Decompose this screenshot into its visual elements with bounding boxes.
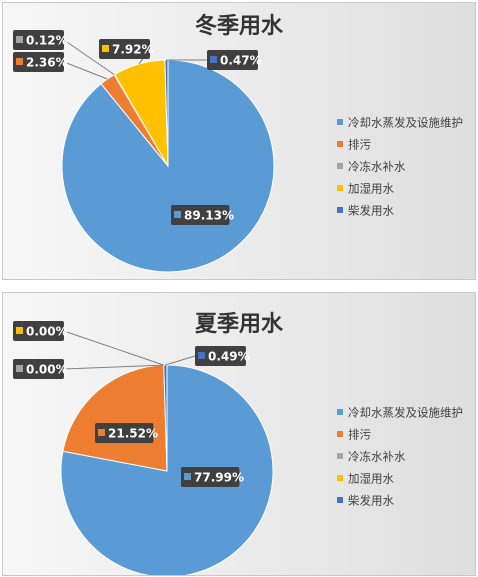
summer-data-label-key-1 bbox=[98, 429, 105, 436]
winter-data-label-2: 0.12% bbox=[13, 30, 68, 50]
summer-leader-line-2 bbox=[63, 364, 164, 370]
summer-data-label-key-2 bbox=[16, 365, 23, 372]
winter-legend-label-2: 冷冻水补水 bbox=[348, 160, 406, 174]
summer-chart-title: 夏季用水 bbox=[195, 312, 284, 337]
summer-legend-item-4: 柴发用水 bbox=[337, 494, 394, 508]
summer-slice-0 bbox=[60, 364, 274, 575]
summer-leader-lines bbox=[63, 330, 196, 370]
winter-legend-swatch-4 bbox=[337, 207, 343, 213]
winter-data-label-text-2: 0.12% bbox=[26, 34, 68, 48]
winter-data-label-box-2 bbox=[13, 30, 64, 50]
summer-legend-swatch-1 bbox=[337, 431, 343, 437]
summer-slice-1 bbox=[62, 364, 168, 472]
winter-leader-line-1 bbox=[63, 61, 108, 80]
summer-data-label-0: 77.99% bbox=[181, 467, 244, 487]
summer-data-label-text-1: 21.52% bbox=[108, 427, 158, 441]
winter-legend-item-0: 冷却水蒸发及设施维护 bbox=[337, 116, 463, 130]
winter-legend-item-3: 加湿用水 bbox=[337, 182, 394, 196]
winter-data-label-key-0 bbox=[174, 211, 181, 218]
winter-data-label-text-4: 0.47% bbox=[220, 54, 262, 68]
summer-data-label-text-3: 0.00% bbox=[26, 325, 68, 339]
winter-data-label-box-3 bbox=[99, 39, 150, 59]
summer-data-label-key-4 bbox=[198, 352, 205, 359]
winter-data-label-text-1: 2.36% bbox=[26, 56, 68, 70]
summer-data-label-4: 0.49% bbox=[195, 346, 250, 366]
summer-chart-panel: 夏季用水 77.99% 21.52% 0.00% 0.00% 0.49% 冷却水蒸发及设… bbox=[2, 292, 476, 576]
winter-data-label-1: 2.36% bbox=[13, 52, 68, 72]
summer-data-label-text-0: 77.99% bbox=[194, 471, 244, 485]
winter-data-label-key-4 bbox=[210, 56, 217, 63]
summer-data-label-1: 21.52% bbox=[95, 423, 158, 443]
summer-leader-line-4 bbox=[165, 355, 196, 366]
winter-data-label-text-0: 89.13% bbox=[184, 209, 234, 223]
winter-data-label-3: 7.92% bbox=[99, 39, 154, 59]
summer-data-label-key-0 bbox=[184, 473, 191, 480]
summer-data-label-3: 0.00% bbox=[13, 321, 68, 341]
winter-data-labels: 89.13% 2.36% 0.12% 7.92% 0.47% bbox=[13, 30, 262, 225]
winter-legend-label-4: 柴发用水 bbox=[348, 204, 394, 218]
summer-legend-swatch-4 bbox=[337, 497, 343, 503]
winter-legend-label-3: 加湿用水 bbox=[348, 182, 394, 196]
winter-chart-panel: 冬季用水 89.13% 2.36% 0.12% 7.92% 0.47% 冷却水蒸发及设施… bbox=[2, 2, 476, 280]
winter-slices bbox=[61, 59, 275, 273]
summer-legend-label-4: 柴发用水 bbox=[348, 494, 394, 508]
summer-data-label-text-4: 0.49% bbox=[208, 350, 250, 364]
winter-data-label-box-4 bbox=[207, 50, 258, 70]
summer-pie-chart: 夏季用水 77.99% 21.52% 0.00% 0.00% 0.49% 冷却水蒸发及设… bbox=[13, 312, 463, 575]
winter-data-label-box-1 bbox=[13, 52, 64, 72]
summer-legend-label-0: 冷却水蒸发及设施维护 bbox=[348, 406, 463, 420]
summer-legend-label-3: 加湿用水 bbox=[348, 472, 394, 486]
winter-legend-swatch-2 bbox=[337, 163, 343, 169]
winter-data-label-key-1 bbox=[16, 58, 23, 65]
winter-legend-item-4: 柴发用水 bbox=[337, 204, 394, 218]
winter-legend-label-0: 冷却水蒸发及设施维护 bbox=[348, 116, 463, 130]
summer-data-label-box-0 bbox=[181, 467, 240, 487]
winter-data-label-key-3 bbox=[102, 45, 109, 52]
winter-data-label-box-0 bbox=[171, 205, 230, 225]
winter-data-label-4: 0.47% bbox=[207, 50, 262, 70]
summer-leader-line-3 bbox=[63, 330, 164, 366]
summer-data-label-box-1 bbox=[95, 423, 154, 443]
winter-pie-chart: 冬季用水 89.13% 2.36% 0.12% 7.92% 0.47% 冷却水蒸发及设施… bbox=[13, 13, 463, 273]
summer-legend-item-3: 加湿用水 bbox=[337, 472, 394, 486]
summer-legend-swatch-2 bbox=[337, 453, 343, 459]
summer-data-label-box-2 bbox=[13, 359, 64, 379]
summer-legend-item-1: 排污 bbox=[337, 428, 371, 442]
summer-data-label-text-2: 0.00% bbox=[26, 363, 68, 377]
winter-legend-swatch-1 bbox=[337, 141, 343, 147]
summer-slices bbox=[60, 364, 274, 575]
summer-data-label-box-3 bbox=[13, 321, 64, 341]
summer-legend-swatch-3 bbox=[337, 475, 343, 481]
winter-data-label-0: 89.13% bbox=[171, 205, 234, 225]
summer-legend-swatch-0 bbox=[337, 409, 343, 415]
summer-legend-item-2: 冷冻水补水 bbox=[337, 450, 406, 464]
winter-chart-title: 冬季用水 bbox=[195, 13, 284, 39]
summer-data-label-2: 0.00% bbox=[13, 359, 68, 379]
summer-data-labels: 77.99% 21.52% 0.00% 0.00% 0.49% bbox=[13, 321, 250, 487]
summer-legend-label-2: 冷冻水补水 bbox=[348, 450, 406, 464]
winter-leader-line-2 bbox=[63, 39, 115, 76]
summer-data-label-box-4 bbox=[195, 346, 246, 366]
winter-legend-label-1: 排污 bbox=[348, 138, 371, 152]
winter-data-label-text-3: 7.92% bbox=[112, 43, 154, 57]
winter-legend-swatch-0 bbox=[337, 119, 343, 125]
winter-data-label-key-2 bbox=[16, 36, 23, 43]
winter-legend-item-1: 排污 bbox=[337, 138, 371, 152]
summer-data-label-key-3 bbox=[16, 327, 23, 334]
winter-legend-item-2: 冷冻水补水 bbox=[337, 160, 406, 174]
summer-legend-label-1: 排污 bbox=[348, 428, 371, 442]
winter-legend-swatch-3 bbox=[337, 185, 343, 191]
summer-legend-item-0: 冷却水蒸发及设施维护 bbox=[337, 406, 463, 420]
